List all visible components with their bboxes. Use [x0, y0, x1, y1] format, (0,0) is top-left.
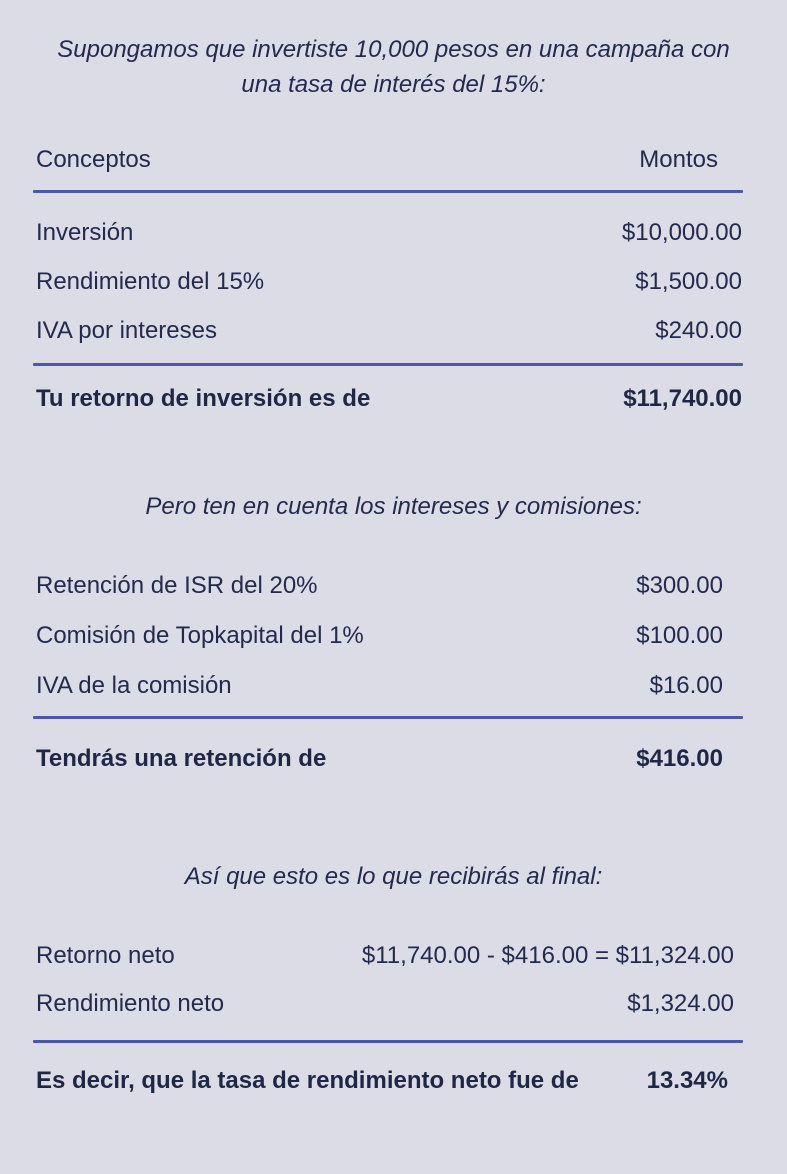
intro-title: Supongamos que invertiste 10,000 pesos e…	[0, 32, 787, 102]
intro-title-line1: Supongamos que invertiste 10,000 pesos e…	[57, 36, 730, 63]
total-label: Es decir, que la tasa de rendimiento net…	[36, 1067, 579, 1094]
section3-subtitle: Así que esto es lo que recibirás al fina…	[184, 863, 603, 890]
investment-return-infographic: Supongamos que invertiste 10,000 pesos e…	[0, 32, 787, 1174]
table-row-iva-intereses: IVA por intereses $240.00	[0, 317, 787, 345]
table-row-rendimiento: Rendimiento del 15% $1,500.00	[0, 268, 787, 296]
row-label: Comisión de Topkapital del 1%	[36, 622, 364, 649]
row-value: $11,740.00 - $416.00 = $11,324.00	[361, 942, 734, 969]
divider	[33, 190, 743, 193]
table-row-rendimiento-neto: Rendimiento neto $1,324.00	[0, 990, 787, 1018]
table-row-retencion-isr: Retención de ISR del 20% $300.00	[0, 572, 787, 600]
row-value: $10,000.00	[621, 219, 742, 246]
total-row-tasa-neta: Es decir, que la tasa de rendimiento net…	[0, 1067, 787, 1095]
total-row-retencion: Tendrás una retención de $416.00	[0, 745, 787, 773]
table-row-iva-comision: IVA de la comisión $16.00	[0, 672, 787, 700]
table-row-retorno-neto: Retorno neto $11,740.00 - $416.00 = $11,…	[0, 942, 787, 970]
concepts-column-header: Conceptos	[36, 146, 151, 173]
divider	[33, 1040, 743, 1043]
total-label: Tendrás una retención de	[36, 745, 327, 772]
row-value: $240.00	[655, 317, 742, 344]
row-label: Retención de ISR del 20%	[36, 572, 318, 599]
row-label: Retorno neto	[36, 942, 175, 969]
row-value: $100.00	[636, 622, 723, 649]
section2-subtitle: Pero ten en cuenta los intereses y comis…	[145, 493, 642, 520]
row-value: $16.00	[649, 672, 723, 699]
row-label: Inversión	[36, 219, 134, 246]
total-row-retorno-inversion: Tu retorno de inversión es de $11,740.00	[0, 385, 787, 413]
intro-title-line2: una tasa de interés del 15%:	[241, 71, 546, 98]
total-value: 13.34%	[646, 1067, 728, 1094]
divider	[33, 716, 743, 719]
table-row-inversion: Inversión $10,000.00	[0, 219, 787, 247]
row-label: Rendimiento neto	[36, 990, 225, 1017]
row-value: $1,324.00	[627, 990, 734, 1017]
row-value: $300.00	[636, 572, 723, 599]
divider	[33, 363, 743, 366]
row-label: IVA por intereses	[36, 317, 217, 344]
row-value: $1,500.00	[635, 268, 742, 295]
amounts-column-header: Montos	[639, 146, 718, 173]
row-label: IVA de la comisión	[36, 672, 232, 699]
table-header: Conceptos Montos	[0, 146, 787, 174]
total-label: Tu retorno de inversión es de	[36, 385, 371, 412]
table-row-comision-topkapital: Comisión de Topkapital del 1% $100.00	[0, 622, 787, 650]
total-value: $416.00	[636, 745, 723, 772]
row-label: Rendimiento del 15%	[36, 268, 265, 295]
total-value: $11,740.00	[623, 385, 742, 412]
